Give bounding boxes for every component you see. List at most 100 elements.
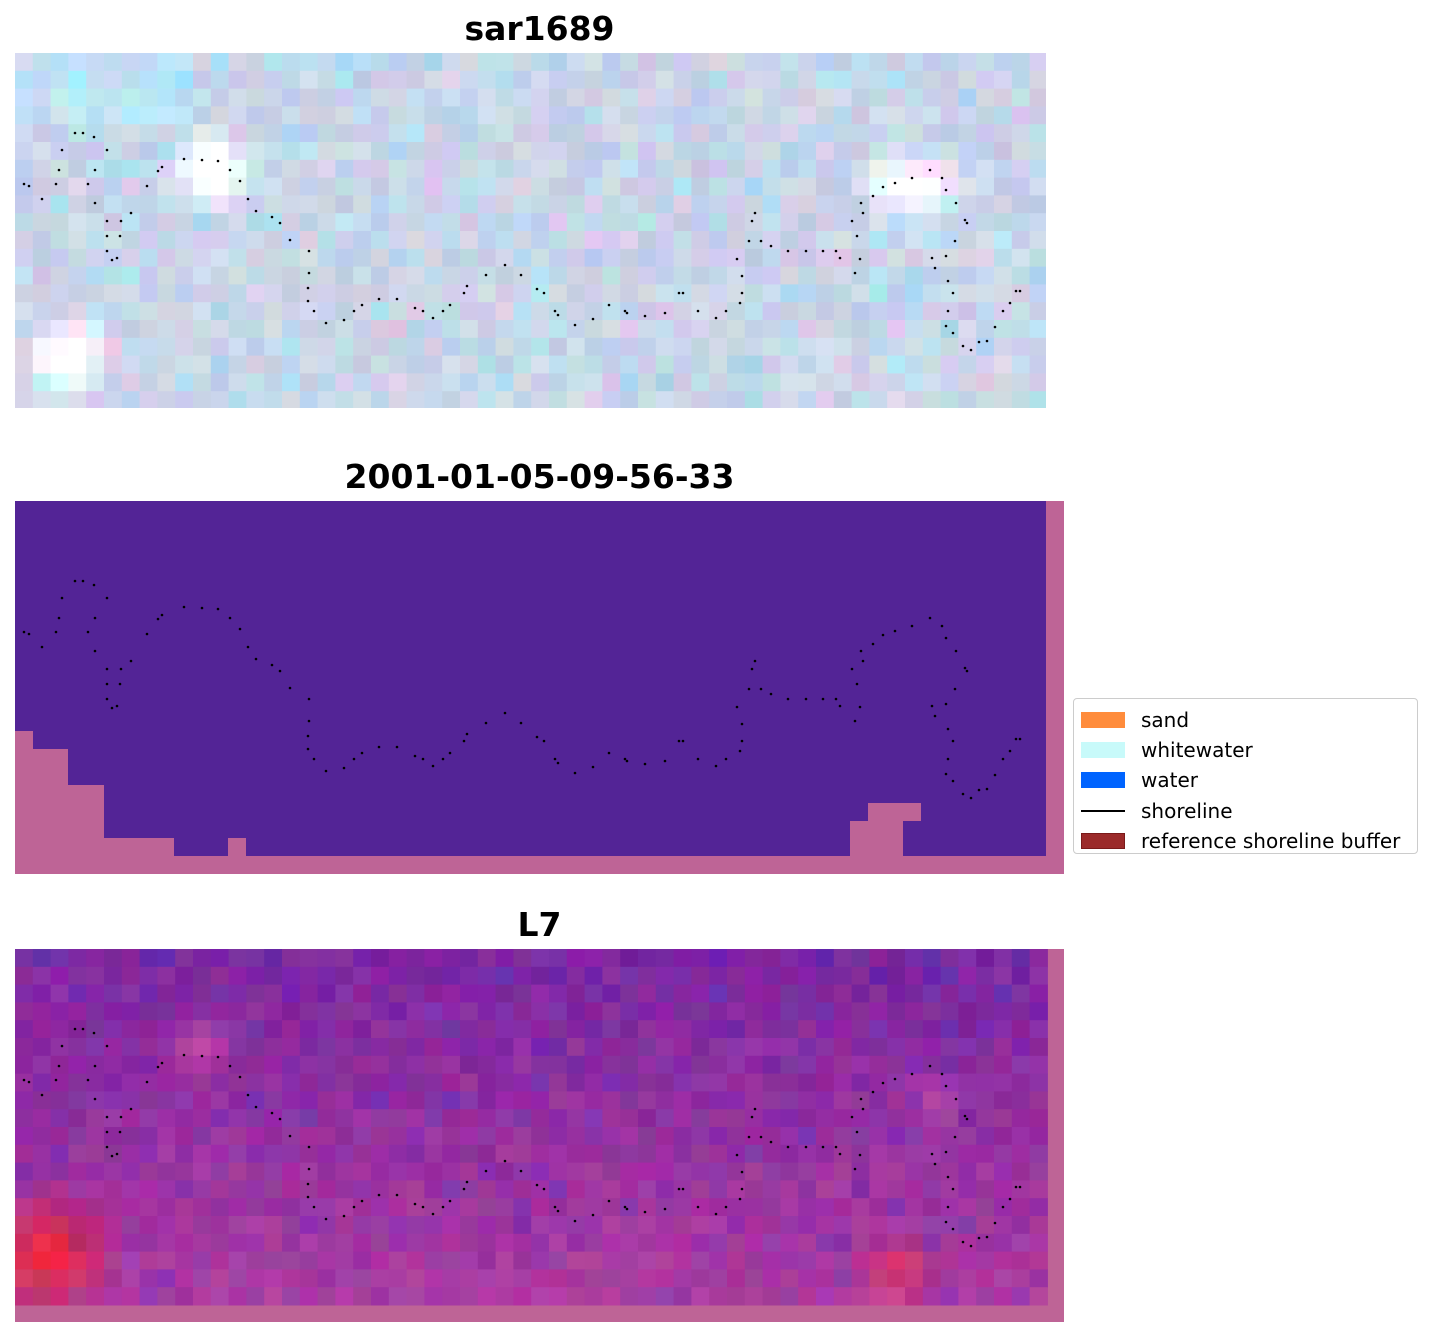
pixel bbox=[620, 373, 639, 392]
pixel bbox=[50, 984, 69, 1003]
pixel bbox=[887, 195, 906, 214]
pixel bbox=[157, 302, 176, 321]
pixel bbox=[976, 1287, 995, 1306]
shoreline-point bbox=[278, 221, 282, 225]
pixel bbox=[353, 1002, 372, 1021]
pixel bbox=[940, 70, 959, 90]
shoreline-point bbox=[696, 757, 700, 761]
pixel bbox=[371, 1020, 390, 1039]
pixel bbox=[32, 266, 52, 285]
pixel bbox=[264, 966, 283, 986]
pixel bbox=[744, 966, 764, 986]
pixel bbox=[922, 195, 942, 214]
pixel bbox=[157, 391, 176, 408]
pixel bbox=[193, 1180, 212, 1199]
pixel bbox=[406, 1162, 425, 1181]
pixel bbox=[1011, 177, 1031, 196]
pixel bbox=[1029, 213, 1046, 232]
pixel bbox=[406, 177, 425, 196]
pixel bbox=[620, 1251, 639, 1270]
pixel bbox=[442, 88, 461, 107]
shoreline-point bbox=[933, 1162, 937, 1166]
pixel bbox=[1029, 966, 1048, 986]
pixel bbox=[602, 1055, 621, 1075]
pixel bbox=[299, 1198, 319, 1217]
pixel bbox=[228, 1162, 247, 1181]
pixel bbox=[460, 373, 479, 392]
pixel bbox=[851, 373, 870, 392]
pixel bbox=[210, 966, 230, 986]
pixel bbox=[477, 159, 497, 179]
shoreline-point bbox=[413, 1202, 417, 1206]
pixel bbox=[317, 984, 336, 1003]
pixel bbox=[744, 1109, 764, 1128]
pixel bbox=[869, 302, 888, 321]
pixel bbox=[388, 1287, 408, 1306]
pixel bbox=[744, 248, 764, 268]
pixel bbox=[495, 1162, 514, 1181]
pixel bbox=[798, 177, 817, 196]
pixel bbox=[709, 373, 728, 392]
pixel bbox=[513, 159, 532, 179]
pixel bbox=[1011, 124, 1031, 143]
shoreline-point bbox=[1008, 1197, 1012, 1201]
pixel bbox=[104, 53, 123, 72]
pixel bbox=[442, 1144, 461, 1164]
pixel bbox=[549, 373, 568, 392]
pixel bbox=[495, 177, 514, 196]
pixel bbox=[86, 1162, 105, 1181]
pixel bbox=[513, 949, 532, 968]
pixel bbox=[1011, 984, 1031, 1003]
shoreline-point bbox=[786, 249, 790, 253]
legend-label: whitewater bbox=[1141, 738, 1253, 763]
pixel bbox=[816, 984, 835, 1003]
shoreline-point bbox=[238, 179, 242, 183]
pixel bbox=[780, 1038, 799, 1057]
shoreline-point bbox=[821, 697, 825, 701]
pixel bbox=[246, 70, 265, 90]
pixel bbox=[744, 1127, 764, 1146]
pixel bbox=[299, 1287, 319, 1306]
pixel bbox=[566, 284, 586, 303]
pixel bbox=[495, 1109, 514, 1128]
pixel bbox=[940, 142, 959, 161]
pixel bbox=[905, 142, 924, 161]
pixel bbox=[816, 1287, 835, 1306]
shoreline-point bbox=[54, 630, 58, 634]
shoreline-point bbox=[129, 211, 133, 215]
pixel bbox=[905, 1091, 924, 1110]
pixel bbox=[549, 1020, 568, 1039]
buffer-block bbox=[868, 803, 921, 821]
pixel bbox=[780, 949, 799, 968]
legend-label: water bbox=[1141, 768, 1198, 793]
pixel bbox=[193, 1055, 212, 1075]
pixel bbox=[264, 1127, 283, 1146]
pixel bbox=[566, 1020, 586, 1039]
pixel bbox=[32, 1144, 52, 1164]
pixel bbox=[833, 1002, 853, 1021]
pixel bbox=[175, 1055, 194, 1075]
pixel bbox=[994, 1073, 1013, 1092]
pixel bbox=[50, 1162, 69, 1181]
pixel bbox=[388, 266, 408, 285]
pixel bbox=[780, 1073, 799, 1092]
pixel bbox=[335, 1251, 354, 1270]
pixel bbox=[317, 1216, 336, 1235]
pixel bbox=[1029, 1020, 1048, 1039]
pixel bbox=[32, 1269, 52, 1288]
pixel bbox=[566, 106, 586, 125]
pixel bbox=[602, 1251, 621, 1270]
pixel bbox=[905, 1055, 924, 1075]
pixel bbox=[816, 1127, 835, 1146]
pixel bbox=[958, 320, 977, 339]
pixel bbox=[655, 195, 675, 214]
pixel bbox=[175, 142, 194, 161]
shoreline-point bbox=[238, 627, 242, 631]
pixel bbox=[210, 1020, 230, 1039]
pixel bbox=[780, 88, 799, 107]
shoreline-point bbox=[623, 1205, 627, 1209]
pixel bbox=[691, 1055, 710, 1075]
pixel bbox=[780, 1287, 799, 1306]
pixel bbox=[869, 1073, 888, 1092]
shoreline-point bbox=[441, 757, 445, 761]
